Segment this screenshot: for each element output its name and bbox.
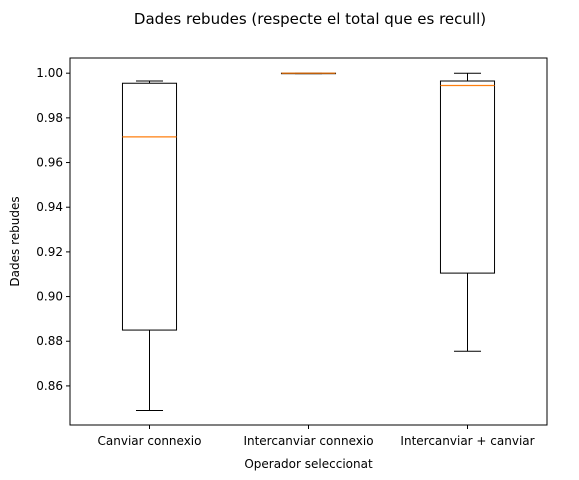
box-iqr: [121, 82, 178, 331]
y-tick-label: 1.00: [36, 66, 63, 80]
y-tick-label: 0.92: [36, 245, 63, 259]
y-tick-label: 0.94: [36, 200, 63, 214]
chart-title: Dades rebudes (respecte el total que es …: [134, 10, 486, 28]
axes-frame: [69, 57, 548, 426]
y-tick-label: 0.90: [36, 290, 63, 304]
x-axis-label: Operador seleccionat: [244, 457, 373, 471]
y-tick-label: 0.98: [36, 111, 63, 125]
y-tick-label: 0.86: [36, 379, 63, 393]
x-tick-label: Intercanviar connexio: [243, 434, 373, 448]
y-tick-label: 0.96: [36, 156, 63, 170]
box-iqr: [439, 80, 496, 274]
y-axis-label: Dades rebudes: [8, 196, 22, 286]
x-tick-label: Intercanviar + canviar: [400, 434, 534, 448]
plot-area: 0.86 0.88 0.90 0.92 0.94 0.96 0.98 1.00 Canviar …: [36, 66, 534, 448]
x-tick-label: Canviar connexio: [98, 434, 202, 448]
y-tick-label: 0.88: [36, 334, 63, 348]
